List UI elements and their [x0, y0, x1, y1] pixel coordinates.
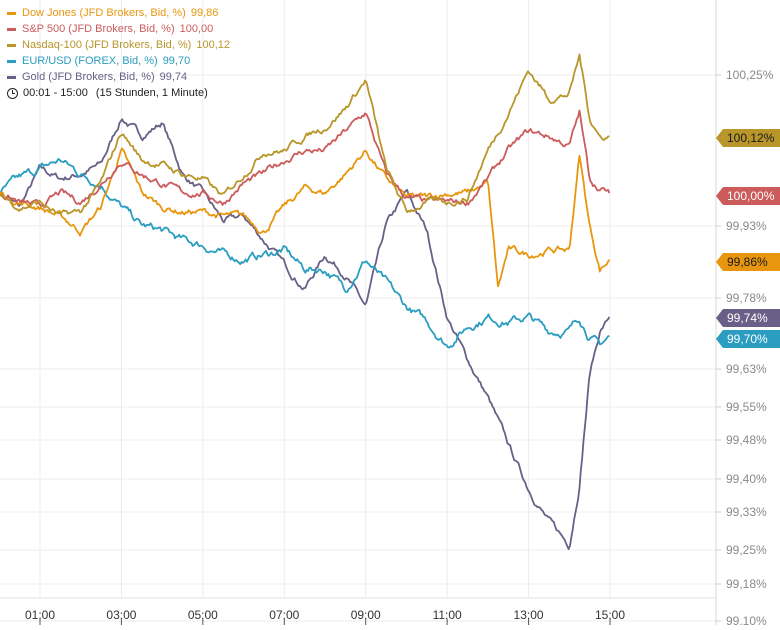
legend-value: 99,74: [159, 71, 188, 83]
x-tick-label: 11:00: [433, 608, 462, 622]
tag-layer: 100,12% 100,00% 99,86% 99,74% 99,70%: [716, 129, 780, 348]
grid-layer: [0, 0, 716, 622]
last-value-tag: 99,70%: [716, 330, 780, 348]
last-value-tag-bg: [716, 330, 780, 348]
series-sp500: [0, 109, 611, 209]
x-tick-label: 15:00: [595, 608, 625, 622]
y-tick-label: 99,48%: [726, 433, 767, 447]
legend-item-gold[interactable]: Gold (JFD Brokers, Bid, %) 99,74: [7, 69, 230, 85]
last-value-tag-bg: [716, 129, 780, 147]
x-tick-label: 05:00: [188, 608, 218, 622]
legend-label: Gold (JFD Brokers, Bid, %): [22, 71, 155, 83]
legend-swatch: [7, 59, 16, 63]
last-value-label: 99,86%: [727, 255, 768, 269]
clock-icon: [7, 87, 18, 99]
series-gold: [0, 118, 611, 551]
legend-value: 99,86: [190, 7, 219, 19]
legend-swatch: [7, 75, 16, 79]
y-tick-label: 99,18%: [726, 577, 767, 591]
last-value-tag: 99,86%: [716, 253, 780, 271]
legend-item-eurusd[interactable]: EUR/USD (FOREX, Bid, %) 99,70: [7, 53, 230, 69]
y-tick-label: 99,33%: [726, 505, 767, 519]
x-tick-label: 13:00: [514, 608, 544, 622]
y-tick-label: 100,25%: [726, 68, 774, 82]
legend-value: 100,00: [179, 23, 214, 35]
series-dow-jones: [0, 147, 611, 288]
last-value-label: 99,70%: [727, 332, 768, 346]
y-tick-label: 99,55%: [726, 400, 767, 414]
series-layer: [0, 53, 611, 551]
last-value-tag: 100,12%: [716, 129, 780, 147]
x-tick-label: 07:00: [269, 608, 299, 622]
legend-label: S&P 500 (JFD Brokers, Bid, %): [22, 23, 175, 35]
legend-label: Nasdaq-100 (JFD Brokers, Bid, %): [22, 39, 192, 51]
time-range: 00:01 - 15:00: [23, 87, 88, 99]
legend-swatch: [7, 27, 16, 31]
x-tick-label: 09:00: [351, 608, 381, 622]
last-value-tag-bg: [716, 253, 780, 271]
time-range-row: 00:01 - 15:00 (15 Stunden, 1 Minute): [7, 85, 230, 101]
legend: Dow Jones (JFD Brokers, Bid, %) 99,86 S&…: [7, 5, 230, 101]
y-tick-label: 99,25%: [726, 543, 767, 557]
last-value-tag: 100,00%: [716, 187, 780, 205]
legend-value: 100,12: [196, 39, 230, 51]
last-value-tag-bg: [716, 187, 780, 205]
x-tick-label: 03:00: [106, 608, 136, 622]
legend-swatch: [7, 11, 16, 15]
y-tick-label: 99,93%: [726, 219, 767, 233]
legend-value: 99,70: [162, 55, 191, 67]
x-tick-label: 01:00: [25, 608, 55, 622]
y-tick-label: 99,78%: [726, 291, 767, 305]
legend-item-dow-jones[interactable]: Dow Jones (JFD Brokers, Bid, %) 99,86: [7, 5, 230, 21]
legend-swatch: [7, 43, 16, 47]
last-value-label: 99,74%: [727, 311, 768, 325]
last-value-tag-bg: [716, 309, 780, 327]
last-value-tag: 99,74%: [716, 309, 780, 327]
y-tick-label: 99,10%: [726, 614, 767, 625]
y-tick-label: 99,40%: [726, 472, 767, 486]
series-nasdaq: [0, 53, 610, 215]
time-span: (15 Stunden, 1 Minute): [95, 87, 208, 99]
legend-label: EUR/USD (FOREX, Bid, %): [22, 55, 158, 67]
series-eurusd: [0, 158, 610, 349]
last-value-label: 100,00%: [727, 189, 775, 203]
last-value-label: 100,12%: [727, 131, 775, 145]
y-tick-label: 99,63%: [726, 362, 767, 376]
legend-item-sp500[interactable]: S&P 500 (JFD Brokers, Bid, %) 100,00: [7, 21, 230, 37]
legend-item-nasdaq[interactable]: Nasdaq-100 (JFD Brokers, Bid, %) 100,12: [7, 37, 230, 53]
legend-label: Dow Jones (JFD Brokers, Bid, %): [22, 7, 186, 19]
